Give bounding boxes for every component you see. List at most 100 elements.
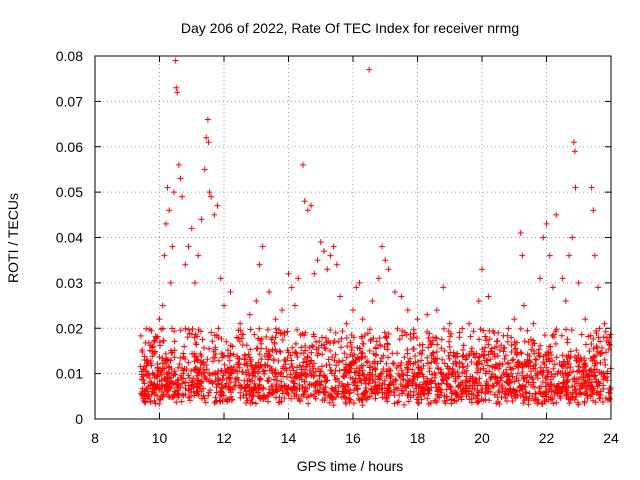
data-point [221,383,228,390]
data-point [448,368,455,375]
data-point [443,393,450,400]
data-point [503,371,510,378]
data-point [223,375,230,382]
data-point [214,370,221,377]
data-point [154,360,161,367]
data-point [512,394,519,401]
data-point [258,340,265,347]
data-point [539,393,546,400]
data-point [281,356,288,363]
data-point [530,347,537,354]
data-point [275,327,282,334]
data-point [558,332,565,339]
data-point [543,364,550,371]
data-point [228,364,235,371]
data-point [235,335,242,342]
data-point [504,338,511,345]
data-point [593,379,600,386]
data-point [583,341,590,348]
data-point [484,362,491,369]
data-point [295,275,302,282]
data-point [558,362,565,369]
data-point [569,394,576,401]
data-point [601,320,608,327]
data-point [244,397,251,404]
data-point [597,338,604,345]
data-point [263,345,270,352]
data-point [418,396,425,403]
data-point [391,392,398,399]
data-point [553,211,560,218]
data-point [518,350,525,357]
data-point [582,316,589,323]
data-point [197,383,204,390]
data-point [332,351,339,358]
data-point [373,338,380,345]
data-point [487,389,494,396]
data-point [426,368,433,375]
data-point [224,353,231,360]
data-point [300,161,307,168]
data-point [259,385,266,392]
data-point [581,400,588,407]
data-point [464,378,471,385]
data-point [180,353,187,360]
data-point [404,372,411,379]
data-point [410,326,417,333]
data-point [362,353,369,360]
data-point [432,356,439,363]
data-point [502,352,509,359]
data-point [361,391,368,398]
data-point [497,375,504,382]
data-point [470,328,477,335]
data-point [193,372,200,379]
data-point [172,371,179,378]
data-point [294,326,301,333]
data-point [475,398,482,405]
data-point [233,334,240,341]
data-point [170,394,177,401]
data-point [332,368,339,375]
data-point [402,384,409,391]
data-point [270,376,277,383]
data-point [372,344,379,351]
data-point [544,349,551,356]
data-point [221,302,227,309]
data-point [424,375,431,382]
data-point [217,391,224,398]
data-point [546,385,553,392]
data-point [293,391,300,398]
data-point [384,341,391,348]
data-point [324,266,331,273]
data-point [184,334,191,341]
data-point [494,379,501,386]
data-point [492,361,499,368]
data-point [270,389,277,396]
data-point [291,302,298,309]
data-point [242,388,249,395]
data-point [269,334,276,341]
data-point [514,370,521,377]
data-point [543,220,550,227]
data-point [517,325,524,332]
data-point [198,388,205,395]
data-point [504,398,511,405]
data-point [341,374,348,381]
data-point [496,389,503,396]
data-point [262,394,269,401]
data-point [344,343,351,350]
data-point [193,390,200,397]
data-point [410,376,417,383]
data-point [592,360,599,367]
x-tick-label: 14 [281,430,297,446]
data-point [565,352,572,359]
data-point [147,398,154,405]
data-point [540,379,547,386]
data-point [601,356,608,363]
data-point [156,400,163,407]
data-point [366,66,373,73]
data-point [441,347,448,354]
data-point [352,359,359,366]
data-point [237,384,244,391]
data-point [569,383,576,390]
